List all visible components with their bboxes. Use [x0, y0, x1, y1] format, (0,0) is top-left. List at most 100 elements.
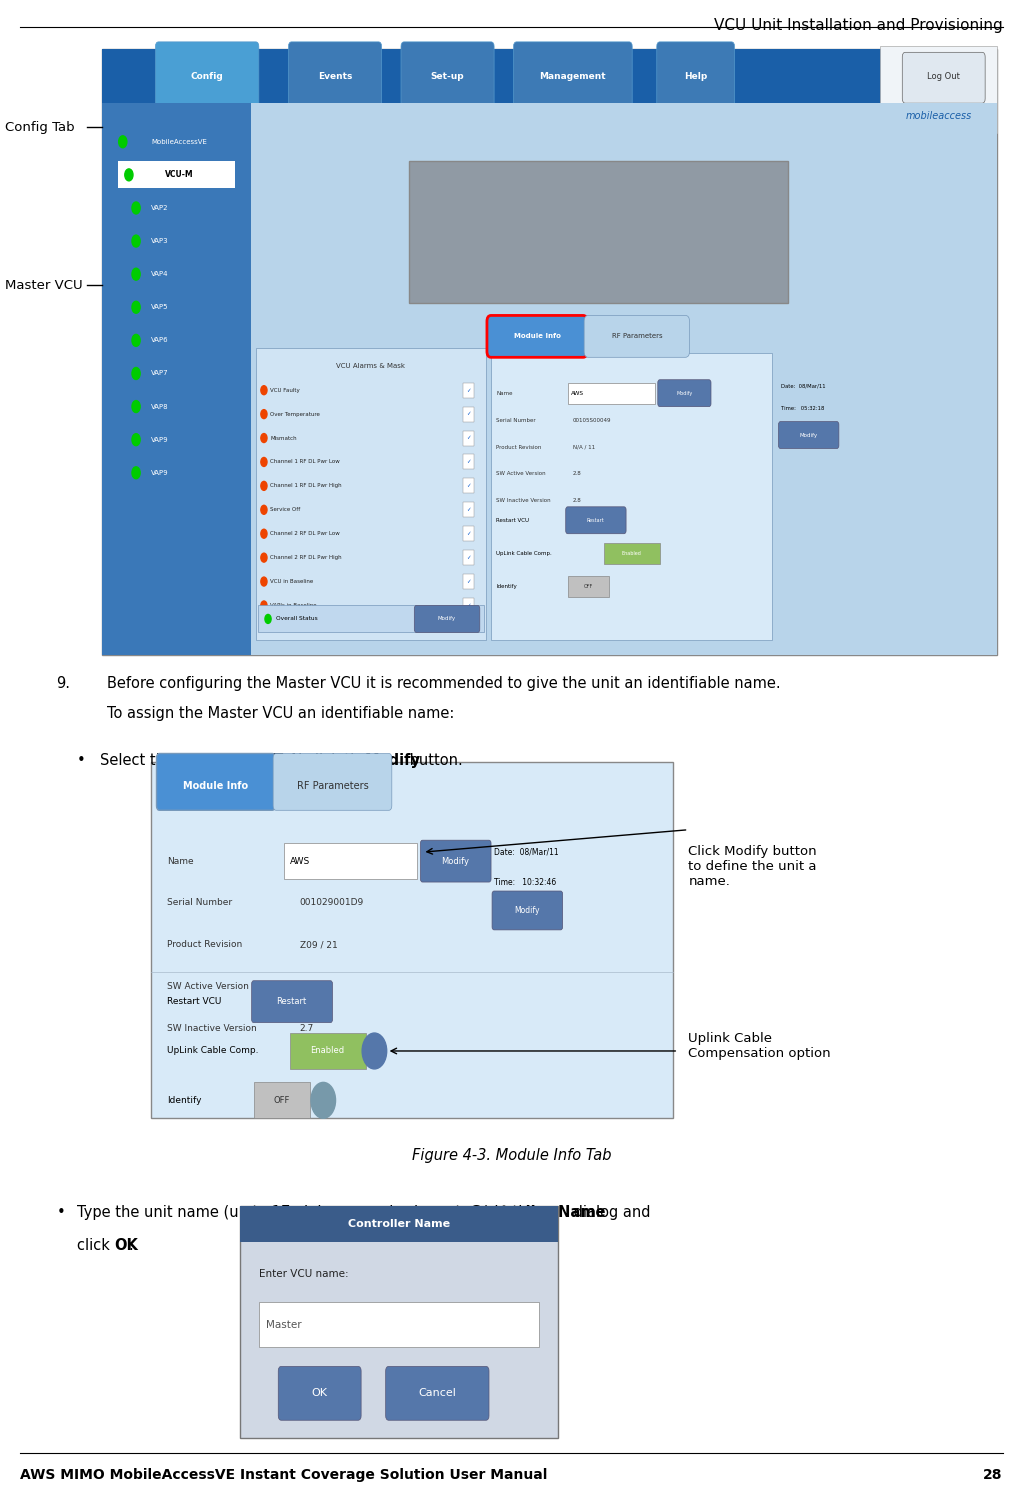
Circle shape — [132, 335, 140, 347]
Text: dialog and: dialog and — [570, 1205, 651, 1220]
FancyBboxPatch shape — [155, 42, 259, 111]
FancyBboxPatch shape — [568, 383, 655, 404]
Text: Modify: Modify — [441, 857, 470, 866]
Text: UpLink Cable Comp.: UpLink Cable Comp. — [167, 1046, 258, 1055]
FancyBboxPatch shape — [463, 502, 474, 517]
Text: Controller Name: Controller Name — [470, 1205, 606, 1220]
Text: RF Parameters: RF Parameters — [612, 333, 662, 339]
FancyBboxPatch shape — [414, 605, 480, 632]
Text: VAP5: VAP5 — [151, 305, 169, 311]
Text: Name: Name — [167, 857, 193, 866]
FancyBboxPatch shape — [514, 42, 632, 111]
Text: VAP2: VAP2 — [151, 205, 169, 211]
Circle shape — [261, 553, 267, 562]
Text: Channel 2 RF DL Pwr Low: Channel 2 RF DL Pwr Low — [270, 531, 340, 537]
Circle shape — [261, 457, 267, 466]
Text: SW Inactive Version: SW Inactive Version — [496, 498, 550, 504]
FancyBboxPatch shape — [252, 981, 332, 1023]
Text: Modify: Modify — [438, 616, 456, 622]
Text: Master: Master — [266, 1320, 302, 1329]
Text: MobileAccessVE: MobileAccessVE — [151, 139, 207, 145]
FancyBboxPatch shape — [284, 843, 417, 879]
Text: Product Revision: Product Revision — [496, 444, 541, 450]
Text: AWS MIMO MobileAccessVE Instant Coverage Solution User Manual: AWS MIMO MobileAccessVE Instant Coverage… — [20, 1468, 548, 1482]
Text: Figure 4-3. Module Info Tab: Figure 4-3. Module Info Tab — [411, 1148, 612, 1163]
Text: Overall Status: Overall Status — [276, 616, 318, 622]
FancyBboxPatch shape — [463, 383, 474, 398]
FancyBboxPatch shape — [386, 1366, 489, 1420]
FancyBboxPatch shape — [409, 161, 788, 303]
FancyBboxPatch shape — [584, 315, 690, 357]
Text: OK: OK — [311, 1389, 327, 1398]
Circle shape — [132, 368, 140, 380]
Circle shape — [132, 202, 140, 214]
Text: Master VCU: Master VCU — [5, 280, 83, 292]
Text: SW Active Version: SW Active Version — [496, 471, 546, 477]
Circle shape — [261, 481, 267, 490]
FancyBboxPatch shape — [463, 598, 474, 613]
Text: 00105S00049: 00105S00049 — [573, 417, 612, 423]
Text: Set-up: Set-up — [431, 72, 464, 81]
Text: 2.7: 2.7 — [300, 982, 314, 991]
Text: ✓: ✓ — [466, 459, 471, 465]
Circle shape — [132, 401, 140, 413]
Text: Channel 2 RF DL Pwr High: Channel 2 RF DL Pwr High — [270, 555, 342, 561]
Text: ✓: ✓ — [466, 531, 471, 537]
Text: VAPIs in Baseline: VAPIs in Baseline — [270, 602, 317, 608]
FancyBboxPatch shape — [463, 431, 474, 446]
Text: ✓: ✓ — [466, 435, 471, 441]
Text: OFF: OFF — [273, 1096, 290, 1105]
FancyBboxPatch shape — [902, 52, 985, 103]
Text: Date:  08/Mar/11: Date: 08/Mar/11 — [781, 383, 826, 389]
Text: button.: button. — [405, 753, 462, 768]
Text: 9.: 9. — [56, 676, 71, 691]
Text: 001029001D9: 001029001D9 — [300, 898, 364, 907]
FancyBboxPatch shape — [420, 840, 491, 882]
Text: Over Temperature: Over Temperature — [270, 411, 320, 417]
FancyBboxPatch shape — [102, 103, 251, 655]
Text: VAP7: VAP7 — [151, 371, 169, 377]
Text: VCU Faulty: VCU Faulty — [270, 387, 300, 393]
FancyBboxPatch shape — [102, 49, 997, 103]
FancyBboxPatch shape — [240, 1206, 558, 1438]
Text: Name: Name — [496, 390, 513, 396]
Text: Mismatch: Mismatch — [270, 435, 297, 441]
Text: AWS: AWS — [571, 390, 584, 396]
Text: 2.8: 2.8 — [573, 471, 582, 477]
Text: Click Modify button
to define the unit a
name.: Click Modify button to define the unit a… — [688, 845, 817, 888]
Circle shape — [261, 410, 267, 419]
Text: Controller Name: Controller Name — [348, 1220, 450, 1229]
Text: ✓: ✓ — [466, 555, 471, 561]
FancyBboxPatch shape — [240, 1206, 558, 1242]
Text: •: • — [77, 753, 86, 768]
FancyBboxPatch shape — [657, 42, 735, 111]
Text: Time:   05:32:18: Time: 05:32:18 — [781, 405, 824, 411]
Text: Events: Events — [318, 72, 352, 81]
FancyBboxPatch shape — [290, 1033, 366, 1069]
Text: VCU-M: VCU-M — [165, 170, 193, 179]
Text: Select the: Select the — [100, 753, 179, 768]
Text: Enter VCU name:: Enter VCU name: — [259, 1269, 349, 1280]
Text: Before configuring the Master VCU it is recommended to give the unit an identifi: Before configuring the Master VCU it is … — [107, 676, 781, 691]
Text: 2.7: 2.7 — [300, 1024, 314, 1033]
Text: mobileaccess: mobileaccess — [906, 111, 972, 121]
Text: Identify: Identify — [496, 583, 517, 589]
Text: ✓: ✓ — [466, 411, 471, 417]
FancyBboxPatch shape — [568, 576, 609, 597]
Circle shape — [132, 268, 140, 280]
Text: Restart VCU: Restart VCU — [167, 997, 221, 1006]
Text: 2.8: 2.8 — [573, 498, 582, 504]
Text: VAP9: VAP9 — [151, 437, 169, 443]
FancyBboxPatch shape — [566, 507, 626, 534]
FancyBboxPatch shape — [251, 103, 997, 655]
Text: To assign the Master VCU an identifiable name:: To assign the Master VCU an identifiable… — [107, 706, 455, 721]
Text: VAP4: VAP4 — [151, 271, 169, 277]
FancyBboxPatch shape — [259, 1302, 539, 1347]
FancyBboxPatch shape — [278, 1366, 361, 1420]
Text: Restart: Restart — [586, 517, 605, 523]
Text: SW Active Version: SW Active Version — [167, 982, 249, 991]
Text: VAP8: VAP8 — [151, 404, 169, 410]
Text: VAP6: VAP6 — [151, 338, 169, 344]
Text: RF Parameters: RF Parameters — [297, 782, 368, 791]
Text: Service Off: Service Off — [270, 507, 301, 513]
